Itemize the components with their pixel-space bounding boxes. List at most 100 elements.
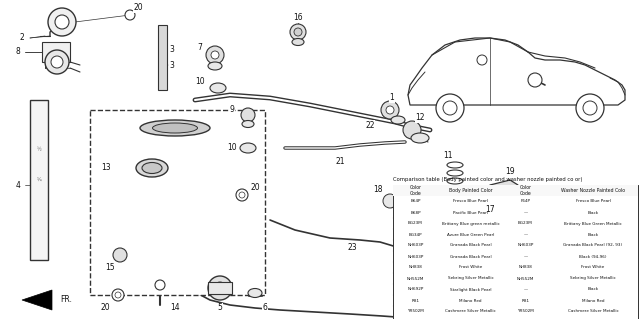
Text: 10: 10 [227, 144, 237, 152]
Text: Brittany Blue Green Metallic: Brittany Blue Green Metallic [564, 221, 622, 226]
Text: Granada Black Pearl: Granada Black Pearl [450, 243, 492, 248]
Circle shape [112, 289, 124, 301]
Text: 14: 14 [170, 303, 180, 313]
Text: Granada Black Pearl: Granada Black Pearl [450, 255, 492, 258]
Text: Granada Black Pearl (92, 93): Granada Black Pearl (92, 93) [563, 243, 623, 248]
Circle shape [494, 186, 502, 194]
Text: 19: 19 [505, 167, 515, 176]
Circle shape [55, 15, 69, 29]
Circle shape [113, 248, 127, 262]
Text: Frost White: Frost White [459, 265, 482, 270]
Text: Body Painted Color: Body Painted Color [449, 188, 492, 193]
Circle shape [403, 121, 421, 139]
Text: 17: 17 [485, 205, 495, 214]
Bar [390, 195, 412, 207]
Text: 10: 10 [227, 144, 237, 152]
Text: ½: ½ [36, 147, 42, 152]
Text: ¼: ¼ [36, 177, 42, 182]
Text: 20: 20 [250, 183, 260, 192]
Circle shape [436, 94, 464, 122]
Ellipse shape [240, 143, 256, 153]
Text: 6: 6 [262, 303, 268, 313]
Text: Frost White: Frost White [581, 265, 605, 270]
Text: 20: 20 [100, 303, 110, 313]
Ellipse shape [152, 123, 198, 133]
Text: 2: 2 [20, 33, 24, 42]
Text: YR502M: YR502M [517, 309, 534, 314]
Text: 10: 10 [195, 78, 205, 86]
Text: 14: 14 [170, 303, 180, 313]
Text: 6: 6 [262, 303, 268, 313]
Text: 8: 8 [15, 48, 20, 56]
Text: Fresco Blue Pearl: Fresco Blue Pearl [575, 199, 611, 204]
Text: 23: 23 [347, 243, 357, 253]
Text: Fresco Blue Pearl: Fresco Blue Pearl [453, 199, 488, 204]
Circle shape [405, 194, 419, 208]
Text: 9: 9 [230, 106, 234, 115]
Circle shape [290, 24, 306, 40]
Text: BG34P: BG34P [409, 233, 422, 236]
Text: 5: 5 [218, 303, 223, 313]
Text: 3: 3 [170, 61, 175, 70]
Text: —: — [524, 287, 527, 292]
Text: 17: 17 [485, 205, 495, 214]
Ellipse shape [447, 186, 463, 192]
Circle shape [583, 101, 597, 115]
Text: 16: 16 [293, 13, 303, 23]
Text: YR502M: YR502M [407, 309, 424, 314]
Bar [208, 282, 232, 294]
Text: Black: Black [588, 211, 598, 214]
Circle shape [239, 192, 245, 198]
Text: 18: 18 [373, 186, 383, 195]
Text: Color
Code: Color Code [520, 185, 531, 196]
Text: 20: 20 [100, 303, 110, 313]
Text: NH552M: NH552M [407, 277, 424, 280]
Polygon shape [22, 290, 52, 310]
Text: 12: 12 [415, 114, 425, 122]
Text: 13: 13 [101, 164, 111, 173]
Text: BG23M: BG23M [518, 221, 533, 226]
Text: NH603P: NH603P [407, 255, 424, 258]
Ellipse shape [136, 159, 168, 177]
Text: 10: 10 [195, 78, 205, 86]
Text: 7: 7 [198, 43, 202, 53]
Bar [393, 185, 638, 319]
Text: 15: 15 [105, 263, 115, 272]
Text: Black: Black [588, 233, 598, 236]
Text: Cashmere Silver Metallic: Cashmere Silver Metallic [445, 309, 496, 314]
Text: 21: 21 [335, 158, 345, 167]
Text: 23: 23 [347, 243, 357, 253]
Ellipse shape [292, 39, 304, 46]
Circle shape [214, 282, 226, 294]
Text: NH603P: NH603P [517, 243, 534, 248]
Bar [90, 110, 265, 295]
Text: Milano Red: Milano Red [460, 299, 482, 302]
Text: NH838: NH838 [408, 265, 422, 270]
Text: 22: 22 [365, 121, 375, 130]
Text: 7: 7 [198, 43, 202, 53]
Ellipse shape [391, 116, 405, 124]
Text: 12: 12 [415, 114, 425, 122]
Circle shape [236, 189, 248, 201]
Text: 19: 19 [505, 167, 515, 176]
Circle shape [528, 73, 542, 87]
Circle shape [51, 56, 63, 68]
Polygon shape [408, 38, 625, 105]
Text: 1: 1 [390, 93, 394, 102]
Text: Comparison table (Body painted color and washer nozzle painted co or): Comparison table (Body painted color and… [393, 177, 582, 182]
Text: 3: 3 [170, 46, 175, 55]
Circle shape [241, 108, 255, 122]
Text: R81: R81 [412, 299, 419, 302]
Text: Brittany Blue green metallic: Brittany Blue green metallic [442, 221, 499, 226]
Text: 8: 8 [15, 48, 20, 56]
Text: NH692P: NH692P [407, 287, 424, 292]
Ellipse shape [447, 162, 463, 168]
Ellipse shape [411, 133, 429, 143]
Text: Sebring Silver Metallic: Sebring Silver Metallic [447, 277, 493, 280]
Circle shape [45, 50, 69, 74]
Circle shape [211, 51, 219, 59]
Circle shape [443, 101, 457, 115]
Circle shape [383, 194, 397, 208]
Circle shape [381, 101, 399, 119]
Bar [30, 100, 48, 260]
